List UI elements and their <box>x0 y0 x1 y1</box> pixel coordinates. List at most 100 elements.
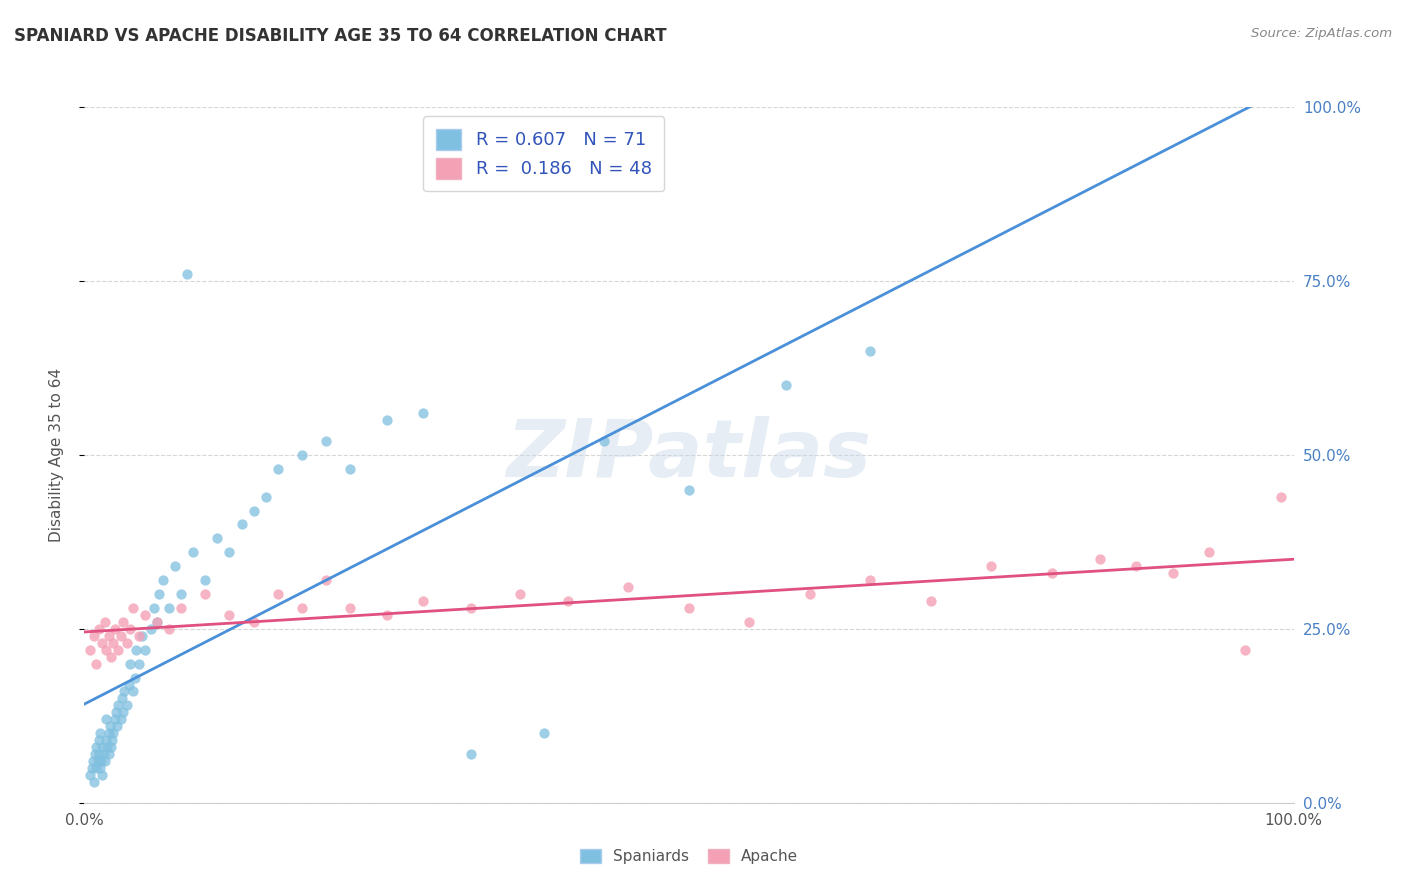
Point <box>143 601 166 615</box>
Point <box>170 587 193 601</box>
Point <box>678 601 700 615</box>
Point <box>1234 642 1257 657</box>
Point <box>738 615 761 629</box>
Point <box>509 587 531 601</box>
Point <box>80 761 103 775</box>
Point <box>101 733 124 747</box>
Point <box>1198 545 1220 559</box>
Point <box>1088 552 1111 566</box>
Point <box>103 726 125 740</box>
Point <box>375 413 398 427</box>
Point <box>118 677 141 691</box>
Point <box>157 601 180 615</box>
Point <box>315 573 337 587</box>
Point <box>89 761 111 775</box>
Point <box>100 649 122 664</box>
Point <box>104 706 127 720</box>
Point <box>194 573 217 587</box>
Point <box>121 601 143 615</box>
Point <box>124 671 146 685</box>
Point <box>86 754 108 768</box>
Point <box>1270 490 1292 504</box>
Point <box>79 768 101 782</box>
Point <box>128 657 150 671</box>
Point <box>412 406 434 420</box>
Point <box>131 629 153 643</box>
Point <box>120 657 142 671</box>
Point <box>94 642 117 657</box>
Point <box>165 559 187 574</box>
Point <box>96 740 118 755</box>
Point <box>218 545 240 559</box>
Point <box>97 629 120 643</box>
Point <box>94 733 117 747</box>
Point <box>91 740 114 755</box>
Point <box>107 642 129 657</box>
Point <box>799 587 821 601</box>
Point <box>460 747 482 761</box>
Point <box>412 594 434 608</box>
Text: ZIPatlas: ZIPatlas <box>506 416 872 494</box>
Point <box>86 657 108 671</box>
Point <box>79 642 101 657</box>
Point <box>94 615 117 629</box>
Point <box>104 712 127 726</box>
Point <box>375 607 398 622</box>
Point <box>100 740 122 755</box>
Point <box>111 691 134 706</box>
Point <box>134 642 156 657</box>
Point <box>121 684 143 698</box>
Point <box>86 740 108 755</box>
Point <box>91 768 114 782</box>
Point <box>980 559 1002 574</box>
Point <box>1040 566 1063 581</box>
Point <box>339 601 361 615</box>
Point <box>231 517 253 532</box>
Point <box>146 615 169 629</box>
Point <box>84 747 107 761</box>
Point <box>291 448 314 462</box>
Point <box>267 462 290 476</box>
Point <box>105 719 128 733</box>
Point <box>87 733 110 747</box>
Point <box>533 726 555 740</box>
Point <box>339 462 361 476</box>
Point <box>176 267 198 281</box>
Point <box>107 698 129 713</box>
Point <box>94 712 117 726</box>
Point <box>678 483 700 497</box>
Point <box>94 754 117 768</box>
Point <box>112 615 135 629</box>
Point <box>110 712 132 726</box>
Point <box>97 726 120 740</box>
Point <box>93 747 115 761</box>
Point <box>146 615 169 629</box>
Point <box>103 636 125 650</box>
Point <box>157 622 180 636</box>
Point <box>617 580 640 594</box>
Point <box>87 622 110 636</box>
Point <box>1125 559 1147 574</box>
Point <box>460 601 482 615</box>
Point <box>254 490 277 504</box>
Point <box>859 343 882 358</box>
Text: Source: ZipAtlas.com: Source: ZipAtlas.com <box>1251 27 1392 40</box>
Point <box>128 629 150 643</box>
Point <box>267 587 290 601</box>
Point <box>120 622 142 636</box>
Point <box>242 615 264 629</box>
Point <box>152 573 174 587</box>
Point <box>170 601 193 615</box>
Point <box>593 434 616 448</box>
Point <box>181 545 204 559</box>
Text: SPANIARD VS APACHE DISABILITY AGE 35 TO 64 CORRELATION CHART: SPANIARD VS APACHE DISABILITY AGE 35 TO … <box>14 27 666 45</box>
Point <box>315 434 337 448</box>
Point <box>775 378 797 392</box>
Point <box>98 719 121 733</box>
Point <box>82 754 104 768</box>
Point <box>291 601 314 615</box>
Point <box>557 594 579 608</box>
Point <box>112 684 135 698</box>
Legend: Spaniards, Apache: Spaniards, Apache <box>572 841 806 871</box>
Point <box>86 761 108 775</box>
